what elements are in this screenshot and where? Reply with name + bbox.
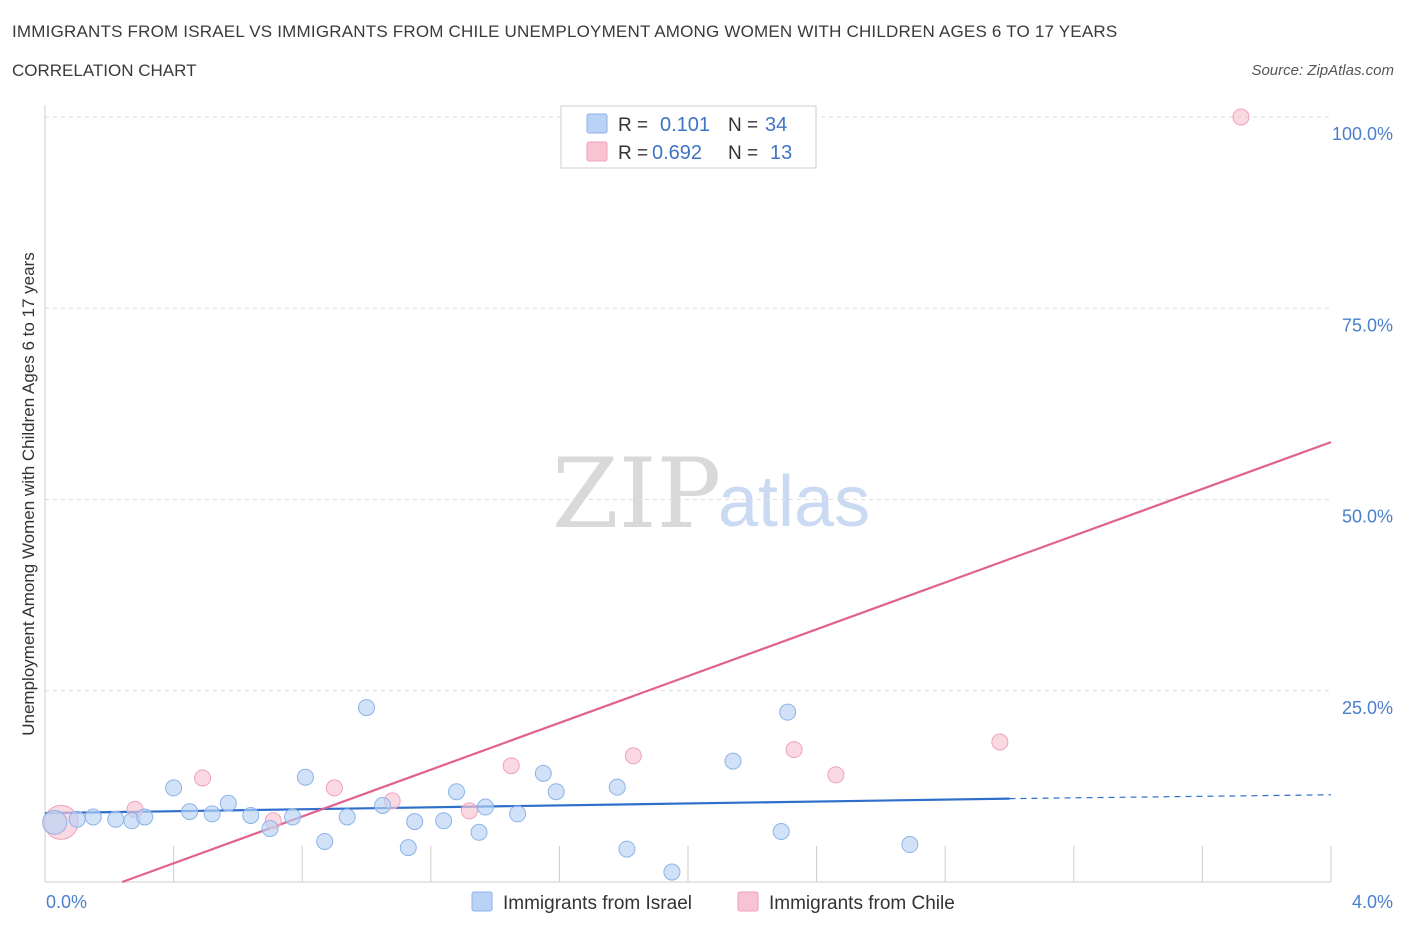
israel-n-value: 34 bbox=[765, 114, 787, 136]
israel-data-point bbox=[470, 823, 488, 841]
israel-data-point bbox=[261, 819, 279, 837]
chile-data-point bbox=[624, 747, 642, 765]
israel-data-point bbox=[608, 778, 626, 796]
chile-data-point bbox=[785, 741, 803, 759]
israel-data-point bbox=[165, 779, 183, 797]
x-tick-label-min: 0.0% bbox=[46, 892, 87, 912]
chile-series-label: Immigrants from Chile bbox=[769, 893, 955, 914]
israel-data-point bbox=[219, 794, 237, 812]
chile-r-value: 0.692 bbox=[652, 142, 702, 164]
israel-data-point bbox=[338, 808, 356, 826]
axis-layer: 25.0% 50.0% 75.0% 100.0% 0.0% 4.0% bbox=[44, 105, 1393, 912]
israel-r-label: R = bbox=[618, 115, 648, 136]
y-tick-label: 50.0% bbox=[1342, 507, 1393, 527]
watermark-zip: ZIP bbox=[552, 438, 721, 550]
y-tick-label: 75.0% bbox=[1342, 315, 1393, 335]
israel-data-point bbox=[724, 752, 742, 770]
chile-data-point bbox=[502, 757, 520, 775]
chile-series-swatch bbox=[737, 891, 759, 912]
israel-data-point bbox=[399, 839, 417, 857]
israel-data-point bbox=[663, 863, 681, 881]
israel-data-point bbox=[374, 797, 392, 814]
israel-data-point bbox=[772, 823, 790, 841]
israel-data-point bbox=[435, 812, 453, 830]
chile-n-label: N = bbox=[728, 143, 758, 164]
chile-n-value: 13 bbox=[770, 142, 792, 164]
israel-legend-swatch bbox=[586, 113, 608, 134]
y-axis-title: Unemployment Among Women with Children A… bbox=[19, 252, 38, 736]
chile-data-point bbox=[1232, 108, 1250, 126]
israel-data-point bbox=[181, 803, 199, 821]
israel-data-point bbox=[358, 699, 375, 717]
israel-data-point bbox=[901, 836, 919, 854]
israel-data-point bbox=[406, 813, 424, 831]
chile-trend-line bbox=[121, 441, 1332, 884]
israel-data-point bbox=[618, 840, 636, 858]
israel-data-point bbox=[779, 703, 797, 721]
israel-data-point bbox=[68, 810, 86, 828]
israel-data-point bbox=[547, 783, 565, 801]
israel-trend-line-extension bbox=[1009, 794, 1332, 800]
chile-data-point bbox=[827, 766, 845, 784]
chile-data-point bbox=[194, 769, 212, 787]
israel-data-point bbox=[136, 808, 154, 826]
israel-data-point bbox=[203, 805, 221, 823]
chart-title: IMMIGRANTS FROM ISRAEL VS IMMIGRANTS FRO… bbox=[12, 22, 1118, 41]
y-tick-label: 100.0% bbox=[1332, 124, 1393, 144]
israel-data-point bbox=[509, 805, 527, 823]
points-layer bbox=[42, 108, 1250, 881]
israel-n-label: N = bbox=[728, 115, 758, 136]
grid-layer bbox=[45, 116, 1331, 692]
israel-data-point bbox=[42, 809, 68, 835]
stats-legend: R = 0.101 N = 34 R = 0.692 N = 13 bbox=[560, 105, 817, 169]
series-legend: Immigrants from Israel Immigrants from C… bbox=[471, 891, 955, 914]
israel-data-point bbox=[242, 806, 260, 824]
israel-data-point bbox=[84, 808, 102, 826]
israel-data-point bbox=[476, 798, 494, 816]
israel-data-point bbox=[534, 764, 552, 782]
chile-r-label: R = bbox=[618, 143, 648, 164]
chart-subtitle: CORRELATION CHART bbox=[12, 61, 197, 80]
israel-data-point bbox=[448, 783, 466, 801]
source-label: Source: ZipAtlas.com bbox=[1251, 62, 1394, 79]
israel-r-value: 0.101 bbox=[660, 114, 710, 136]
israel-data-point bbox=[296, 768, 314, 786]
israel-series-label: Immigrants from Israel bbox=[503, 893, 692, 914]
israel-series-swatch bbox=[471, 891, 493, 912]
chile-data-point bbox=[460, 802, 478, 820]
y-tick-label: 25.0% bbox=[1342, 698, 1393, 718]
chile-data-point bbox=[325, 779, 343, 797]
israel-data-point bbox=[107, 810, 125, 828]
chile-data-point bbox=[991, 733, 1009, 751]
watermark-atlas: atlas bbox=[718, 462, 870, 542]
israel-data-point bbox=[284, 808, 302, 826]
x-tick-label-max: 4.0% bbox=[1352, 892, 1393, 912]
israel-data-point bbox=[316, 832, 334, 850]
chile-legend-swatch bbox=[586, 141, 608, 162]
